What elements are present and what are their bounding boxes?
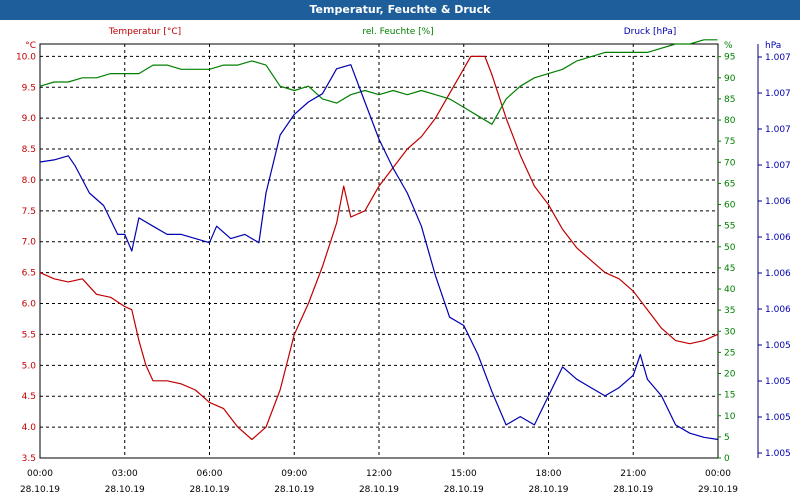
temperature-tick-label: 8.5: [22, 145, 36, 155]
temperature-tick-label: 8.0: [22, 176, 37, 186]
humidity-tick-label: 75: [724, 137, 735, 147]
pressure-tick-label: 1.006: [765, 197, 791, 207]
x-tick-date: 28.10.19: [105, 485, 145, 495]
pressure-tick-label: 1.007: [765, 89, 791, 99]
temperature-tick-label: 9.5: [22, 83, 36, 93]
pressure-tick-label: 1.005: [765, 449, 791, 459]
temperature-unit: °C: [25, 41, 36, 51]
humidity-tick-label: 35: [724, 306, 735, 316]
grid: [40, 44, 718, 459]
x-tick-time: 06:00: [197, 469, 223, 479]
pressure-tick-label: 1.007: [765, 125, 791, 135]
pressure-tick-label: 1.005: [765, 377, 791, 387]
chart-title: Temperatur, Feuchte & Druck: [0, 0, 800, 20]
x-tick-time: 09:00: [281, 469, 307, 479]
humidity-tick-label: 5: [724, 433, 730, 443]
humidity-unit: %: [724, 41, 733, 51]
humidity-tick-label: 50: [724, 243, 736, 253]
plot-frame: [39, 43, 719, 459]
pressure-tick-label: 1.006: [765, 233, 791, 243]
x-tick-date: 28.10.19: [613, 485, 653, 495]
pressure-tick-label: 1.007: [765, 53, 791, 63]
axis-labels: °C% hPa Temperatur [°C] rel. Feuchte [%] Dru…: [25, 27, 781, 51]
x-tick-time: 21:00: [620, 469, 646, 479]
temperature-tick-label: 5.5: [22, 330, 36, 340]
x-tick-date: 28.10.19: [528, 485, 568, 495]
x-tick-date: 28.10.19: [20, 485, 60, 495]
pressure-tick-label: 1.006: [765, 305, 791, 315]
humidity-tick-label: 0: [724, 454, 730, 464]
pressure-unit: hPa: [765, 41, 781, 51]
humidity-tick-label: 90: [724, 74, 736, 84]
humidity-tick-label: 30: [724, 327, 736, 337]
pressure-tick-label: 1.005: [765, 413, 791, 423]
pressure-axis-label: Druck [hPa]: [624, 27, 677, 37]
humidity-tick-label: 45: [724, 264, 735, 274]
temperature-tick-label: 7.0: [22, 238, 37, 248]
x-tick-time: 03:00: [112, 469, 138, 479]
series-line-humidity: [39, 39, 718, 125]
pressure-tick-label: 1.007: [765, 161, 791, 171]
humidity-tick-label: 40: [724, 285, 736, 295]
humidity-axis-label: rel. Feuchte [%]: [362, 27, 433, 37]
temperature-tick-label: 6.0: [22, 300, 37, 310]
x-tick-time: 00:00: [705, 469, 731, 479]
humidity-tick-label: 65: [724, 179, 735, 189]
humidity-tick-label: 20: [724, 370, 736, 380]
chart-background: [0, 20, 800, 500]
x-tick-date: 28.10.19: [274, 485, 314, 495]
x-tick-date: 28.10.19: [444, 485, 484, 495]
temperature-tick-label: 6.5: [22, 269, 36, 279]
humidity-tick-label: 15: [724, 391, 735, 401]
humidity-tick-label: 80: [724, 116, 736, 126]
humidity-tick-label: 10: [724, 412, 736, 422]
humidity-tick-label: 85: [724, 95, 735, 105]
x-tick-time: 15:00: [451, 469, 477, 479]
chart: 00:00 28.10.19 03:00 28.10.19 06:00 28.10.19 0…: [0, 20, 800, 500]
x-tick-time: 12:00: [366, 469, 392, 479]
x-tick-time: 18:00: [536, 469, 562, 479]
humidity-tick-label: 55: [724, 222, 735, 232]
series: [39, 39, 718, 441]
humidity-tick-label: 95: [724, 53, 735, 63]
x-tick-date: 28.10.19: [359, 485, 399, 495]
temperature-tick-label: 5.0: [22, 361, 37, 371]
humidity-tick-label: 70: [724, 158, 736, 168]
series-line-temperature: [39, 55, 718, 441]
temperature-tick-label: 4.0: [22, 423, 37, 433]
x-tick-date: 29.10.19: [698, 485, 738, 495]
temperature-tick-label: 10.0: [16, 52, 36, 62]
temperature-axis-label: Temperatur [°C]: [108, 27, 181, 37]
temperature-tick-label: 9.0: [22, 114, 37, 124]
pressure-tick-label: 1.005: [765, 341, 791, 351]
ticks: 00:00 28.10.19 03:00 28.10.19 06:00 28.10.19 0…: [16, 52, 791, 495]
x-tick-time: 00:00: [27, 469, 53, 479]
temperature-tick-label: 7.5: [22, 207, 36, 217]
x-tick-date: 28.10.19: [189, 485, 229, 495]
pressure-tick-label: 1.006: [765, 269, 791, 279]
humidity-tick-label: 25: [724, 348, 735, 358]
humidity-tick-label: 60: [724, 201, 736, 211]
temperature-tick-label: 3.5: [22, 454, 36, 464]
series-line-pressure: [39, 64, 718, 440]
temperature-tick-label: 4.5: [22, 392, 36, 402]
